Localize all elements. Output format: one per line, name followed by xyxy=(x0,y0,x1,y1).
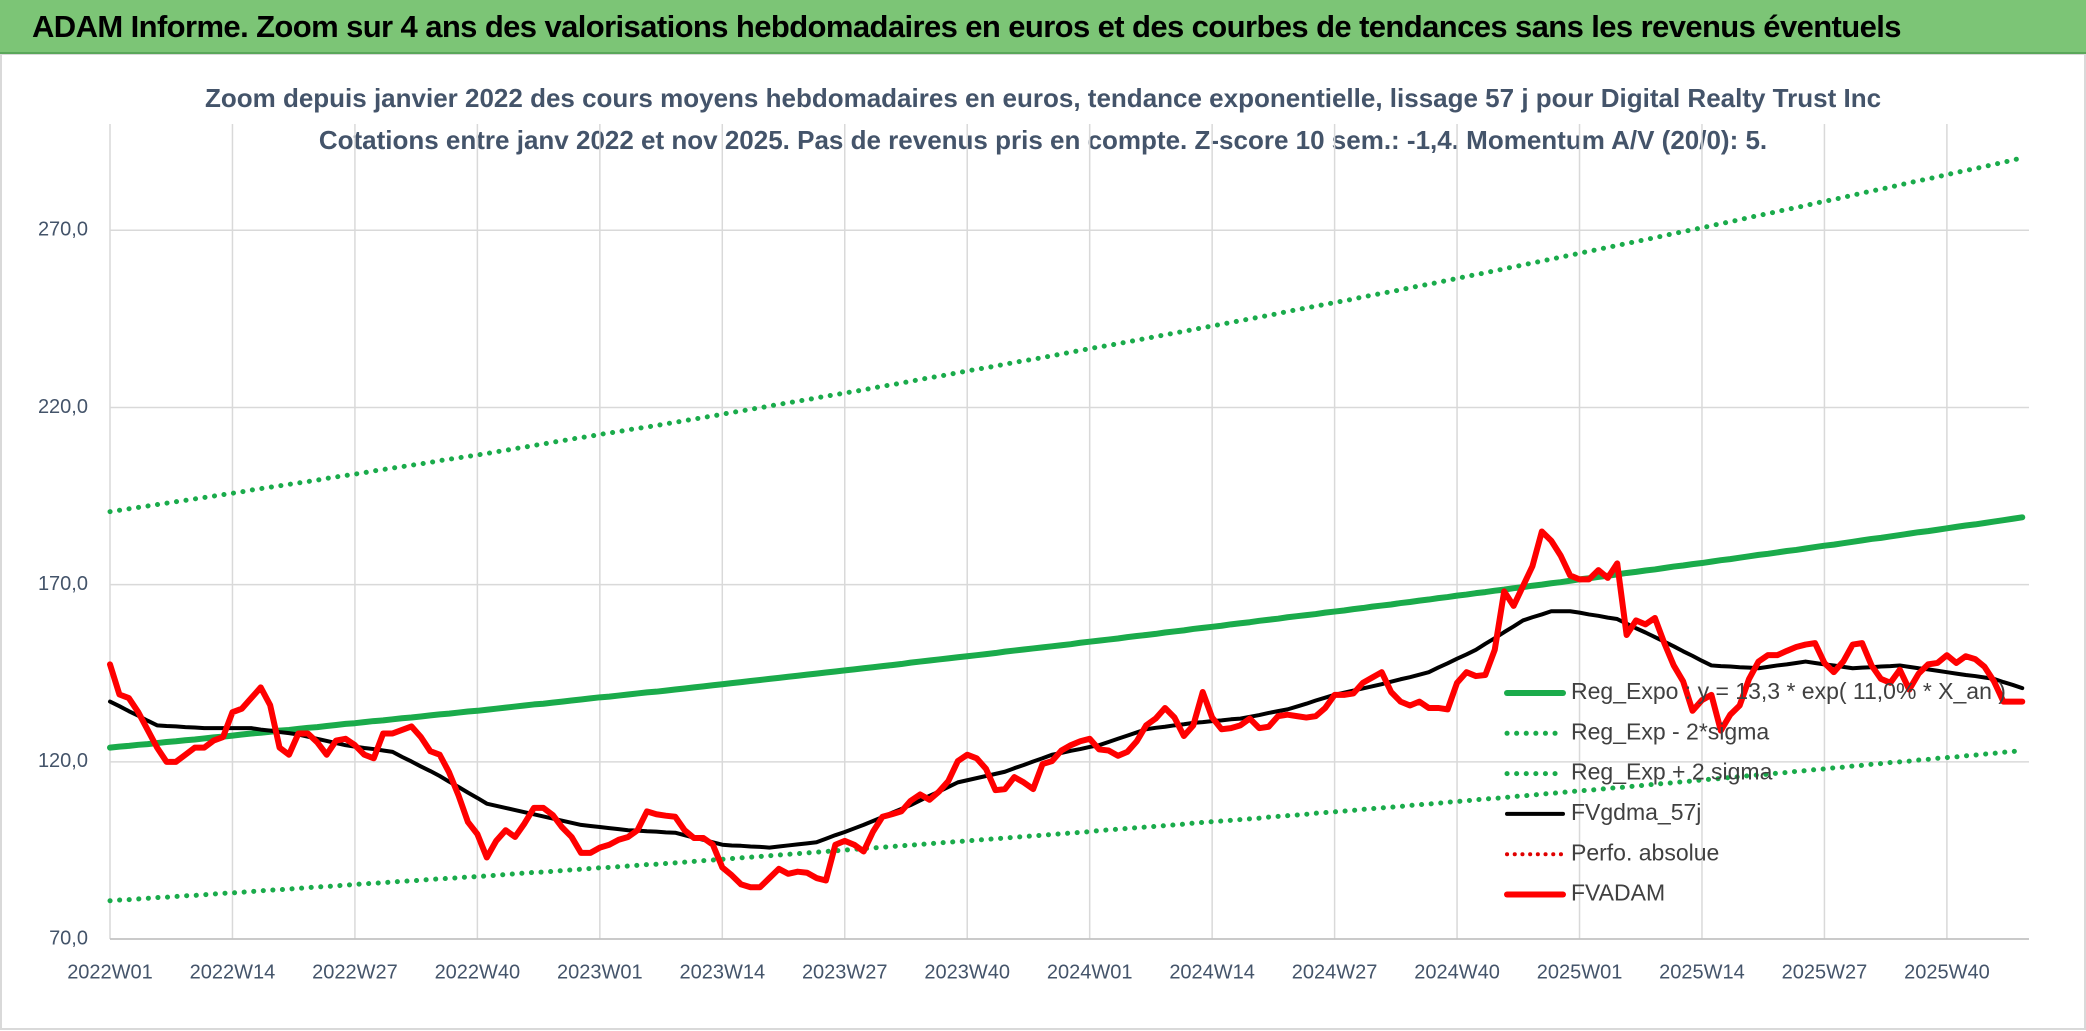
chart: Zoom depuis janvier 2022 des cours moyen… xyxy=(0,54,2086,1030)
x-tick-label: 2023W01 xyxy=(557,961,643,983)
y-tick-label: 170,0 xyxy=(38,573,88,595)
legend-label: Reg_Exp - 2*sigma xyxy=(1571,718,1769,744)
x-tick-label: 2022W14 xyxy=(190,961,276,983)
x-tick-label: 2024W14 xyxy=(1169,961,1255,983)
chart-frame xyxy=(0,54,2086,1030)
chart-title: Zoom depuis janvier 2022 des cours moyen… xyxy=(205,83,1881,113)
x-tick-label: 2023W27 xyxy=(802,961,888,983)
x-tick-label: 2024W40 xyxy=(1414,961,1500,983)
x-tick-label: 2022W40 xyxy=(435,961,521,983)
legend-label: Reg_Expo : y = 13,3 * exp( 11,0% * X_an … xyxy=(1571,678,2006,704)
x-tick-label: 2025W40 xyxy=(1904,961,1990,983)
legend-label: Perfo. absolue xyxy=(1571,839,1719,865)
chart-subtitle: Cotations entre janv 2022 et nov 2025. P… xyxy=(319,125,1767,155)
x-tick-label: 2025W27 xyxy=(1782,961,1868,983)
x-tick-label: 2023W40 xyxy=(924,961,1010,983)
x-tick-label: 2024W01 xyxy=(1047,961,1133,983)
legend-label: FVADAM xyxy=(1571,880,1665,906)
series-line xyxy=(107,514,2026,751)
x-tick-label: 2025W14 xyxy=(1659,961,1745,983)
series-line xyxy=(108,609,2025,850)
legend-label: FVgdma_57j xyxy=(1571,799,1701,825)
banner: ADAM Informe. Zoom sur 4 ans des valoris… xyxy=(0,0,2086,54)
x-tick-label: 2023W14 xyxy=(679,961,765,983)
x-tick-label: 2024W27 xyxy=(1292,961,1378,983)
y-tick-label: 120,0 xyxy=(38,750,88,772)
y-tick-label: 220,0 xyxy=(38,396,88,418)
x-tick-label: 2022W27 xyxy=(312,961,398,983)
x-tick-label: 2022W01 xyxy=(67,961,153,983)
series-line xyxy=(107,528,2026,891)
y-tick-label: 70,0 xyxy=(49,927,88,949)
y-tick-label: 270,0 xyxy=(38,219,88,241)
page-title: ADAM Informe. Zoom sur 4 ans des valoris… xyxy=(32,9,1902,44)
series-line xyxy=(107,747,2025,904)
legend-label: Reg_Exp + 2 sigma xyxy=(1571,759,1773,785)
x-tick-label: 2025W01 xyxy=(1537,961,1623,983)
series-line xyxy=(107,155,2025,515)
